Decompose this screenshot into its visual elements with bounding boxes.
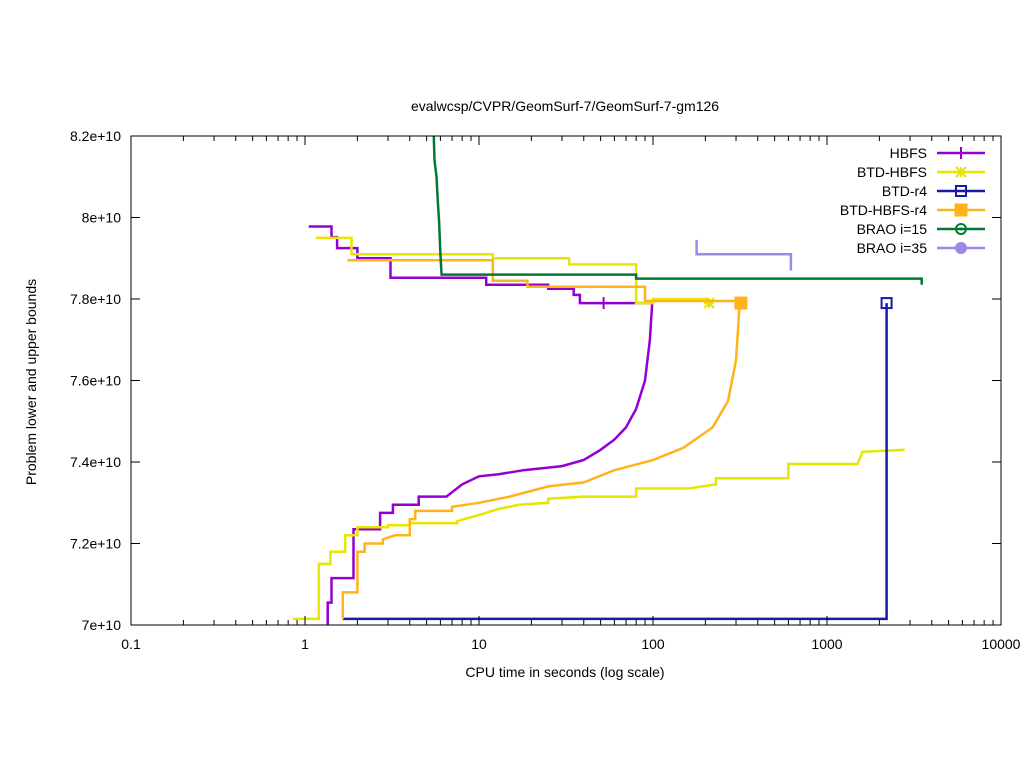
series-hbfs-lower-line — [326, 303, 654, 625]
legend-marker-hbfs — [956, 147, 966, 159]
legend: HBFS BTD-HBFS BTD-r4 BTD-HBFS-r4 BRAO i=15 BR… — [840, 145, 985, 256]
chart-title: evalwcsp/CVPR/GeomSurf-7/GeomSurf-7-gm12… — [411, 98, 719, 114]
legend-marker-brao-i-15 — [955, 223, 967, 235]
legend-label: BRAO i=15 — [857, 221, 928, 237]
legend-label: BTD-HBFS-r4 — [840, 202, 927, 218]
plot-lines — [292, 135, 923, 625]
x-ticks: 0.1 1 10 100 1000 10000 — [121, 136, 1021, 652]
legend-label: BRAO i=35 — [857, 240, 928, 256]
x-axis-label: CPU time in seconds (log scale) — [465, 664, 664, 680]
x-tick-label: 1000 — [811, 636, 842, 652]
legend-label: HBFS — [890, 145, 927, 161]
legend-label: BTD-HBFS — [857, 164, 927, 180]
series-btd-hbfs-r4-upper-line — [347, 259, 741, 303]
x-tick-label: 10000 — [982, 636, 1021, 652]
legend-marker-brao-i-35 — [955, 242, 967, 254]
series-btd-hbfs-upper-line — [315, 236, 710, 305]
series-btd-hbfs-r4-point — [734, 296, 748, 310]
y-tick-label: 7.4e+10 — [70, 454, 121, 470]
legend-marker-btd-r4 — [955, 185, 967, 197]
series-btd-hbfs-r4-lower-line — [341, 303, 741, 619]
series-btd-r4-point — [880, 297, 893, 310]
x-tick-label: 1 — [301, 636, 309, 652]
y-tick-label: 7e+10 — [82, 617, 122, 633]
y-tick-label: 7.8e+10 — [70, 291, 121, 307]
y-tick-label: 7.6e+10 — [70, 373, 121, 389]
series-brao-i-15-upper-line — [432, 135, 923, 285]
y-tick-label: 7.2e+10 — [70, 536, 121, 552]
legend-marker-btd-hbfs-r4 — [954, 203, 968, 217]
series-btd-hbfs-point — [703, 297, 715, 309]
legend-label: BTD-r4 — [882, 183, 927, 199]
y-tick-label: 8e+10 — [82, 210, 122, 226]
x-tick-label: 10 — [471, 636, 487, 652]
y-axis-label: Problem lower and upper bounds — [23, 279, 39, 485]
series-btd-hbfs-lower-line — [292, 448, 905, 621]
x-tick-label: 100 — [641, 636, 665, 652]
y-ticks: 7e+10 7.2e+10 7.4e+10 7.6e+10 7.8e+10 8e+10 8.… — [70, 128, 1001, 633]
y-tick-label: 8.2e+10 — [70, 128, 121, 144]
x-tick-label: 0.1 — [121, 636, 141, 652]
series-hbfs-point — [598, 297, 609, 310]
series-brao-i-35-upper-line — [695, 239, 793, 271]
series-btd-r4-lower-line — [342, 303, 888, 621]
legend-marker-btd-hbfs — [955, 166, 967, 178]
